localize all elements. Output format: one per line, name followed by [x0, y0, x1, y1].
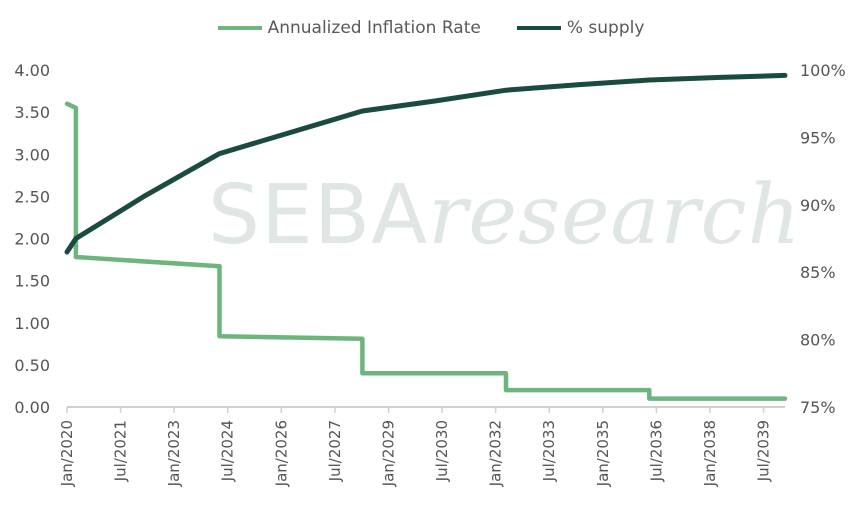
x-tick-label: Jul/2021 [112, 420, 130, 482]
y-right-tick-label: 90% [800, 196, 836, 215]
legend-label-supply: % supply [566, 18, 645, 38]
legend-item-supply: % supply [516, 18, 645, 38]
y-left-tick-label: 2.50 [14, 187, 50, 206]
y-right-tick-label: 95% [800, 128, 836, 147]
y-right-tick-label: 100% [800, 61, 846, 80]
x-tick-label: Jul/2024 [219, 420, 237, 482]
series-line-inflation [64, 101, 788, 401]
y-right-tick-label: 85% [800, 263, 836, 282]
x-tick-label: Jan/2032 [487, 420, 505, 487]
x-tick-label: Jan/2038 [701, 420, 719, 487]
y-left-tick-label: 3.50 [14, 103, 50, 122]
x-tick-label: Jan/2035 [594, 420, 612, 487]
y-left-tick-label: 0.50 [14, 356, 50, 375]
x-tick-label: Jul/2039 [755, 420, 773, 482]
x-tick-label: Jan/2026 [272, 420, 290, 487]
x-tick-label: Jul/2036 [647, 420, 665, 482]
x-tick-label: Jan/2020 [58, 420, 76, 487]
y-left-tick-label: 0.00 [14, 398, 50, 417]
legend-label-inflation: Annualized Inflation Rate [267, 18, 481, 38]
x-tick-label: Jan/2023 [165, 420, 183, 487]
legend-item-inflation: Annualized Inflation Rate [217, 18, 481, 38]
watermark: SEBAresearch [208, 168, 802, 263]
legend-swatch-supply [516, 26, 561, 30]
y-left-tick-label: 2.00 [14, 230, 50, 249]
y-left-tick-label: 1.00 [14, 314, 50, 333]
y-right-tick-label: 75% [800, 398, 836, 417]
y-left-tick-label: 3.00 [14, 145, 50, 164]
x-tick-label: Jul/2033 [540, 420, 558, 482]
series-line-supply [64, 72, 788, 255]
y-right-tick-label: 80% [800, 331, 836, 350]
y-left-tick-label: 4.00 [14, 61, 50, 80]
legend-swatch-inflation [217, 26, 262, 30]
legend: Annualized Inflation Rate % supply [0, 18, 862, 38]
y-left-tick-label: 1.50 [14, 272, 50, 291]
x-tick-label: Jul/2027 [326, 420, 344, 482]
x-tick-label: Jul/2030 [433, 420, 451, 482]
x-tick-label: Jan/2029 [379, 420, 397, 487]
